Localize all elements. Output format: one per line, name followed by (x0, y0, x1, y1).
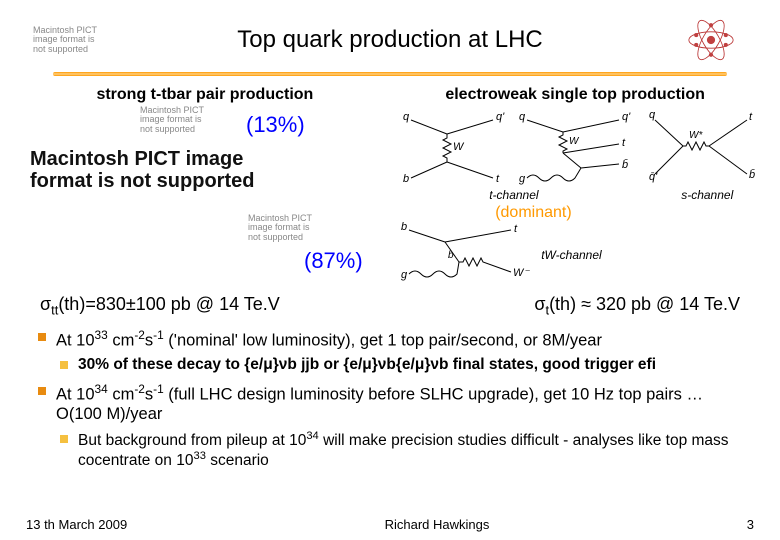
pict-placeholder-small: Macintosh PICT image format is not suppo… (140, 106, 212, 134)
footer-author: Richard Hawkings (385, 517, 490, 532)
svg-text:g: g (519, 173, 526, 185)
equation-right: σt(th) ≈ 320 pb @ 14 Te.V (534, 294, 740, 318)
percent-bottom: (87%) (304, 248, 363, 274)
logo-left-placeholder: Macintosh PICT image format is not suppo… (24, 17, 114, 63)
title-underline (53, 72, 726, 76)
svg-text:W⁻: W⁻ (513, 267, 530, 279)
bullet-2-sub: But background from pileup at 1034 will … (38, 430, 742, 470)
percent-top: (13%) (246, 112, 305, 138)
svg-text:q: q (649, 109, 656, 121)
feynman-diagram-group: q q' W b t q q' t (397, 108, 750, 278)
svg-text:q': q' (496, 111, 505, 123)
equation-left: σtt(th)=830±100 pb @ 14 Te.V (40, 294, 280, 318)
svg-text:t: t (622, 137, 626, 149)
svg-text:W: W (569, 136, 580, 147)
svg-text:W: W (453, 141, 465, 153)
bullet-square-icon (38, 333, 46, 341)
bullet-square-icon (60, 435, 68, 443)
pict-placeholder-text: Macintosh PICT image format is not suppo… (33, 26, 105, 54)
slide-title: Top quark production at LHC (114, 26, 666, 54)
right-column: q q' W b t q q' t (397, 108, 750, 286)
feynman-tw-channel: b t b g W⁻ (401, 220, 531, 284)
svg-text:g: g (401, 269, 408, 281)
bullet-1: At 1033 cm-2s-1 ('nominal' low luminosit… (38, 328, 742, 351)
svg-text:t: t (514, 223, 518, 235)
left-column: Macintosh PICT image format is not suppo… (30, 108, 383, 286)
bullet-1-sub: 30% of these decay to {e/μ}νb jjb or {e/… (38, 356, 742, 374)
s-channel-label: s-channel (681, 188, 733, 202)
feynman-s-channel: q q̄' W* t b̄ (649, 108, 759, 190)
pict-placeholder-small-2: Macintosh PICT image format is not suppo… (248, 214, 320, 242)
svg-text:b̄: b̄ (749, 168, 755, 181)
footer-date: 13 th March 2009 (26, 517, 127, 532)
footer-page-number: 3 (747, 517, 754, 532)
feynman-t-channel-2: q q' t b̄ g W (519, 108, 637, 190)
tw-channel-label: tW-channel (541, 248, 601, 262)
svg-text:q: q (519, 111, 526, 123)
svg-text:q: q (403, 111, 410, 123)
subhead-right: electroweak single top production (404, 86, 746, 104)
atlas-logo (666, 17, 756, 63)
bullet-2: At 1034 cm-2s-1 (full LHC design luminos… (38, 382, 742, 424)
bullet-square-icon (38, 387, 46, 395)
subhead-left: strong t-tbar pair production (34, 86, 376, 104)
svg-text:t: t (749, 111, 753, 123)
svg-text:q̄': q̄' (649, 171, 658, 183)
svg-text:b̄: b̄ (622, 158, 628, 171)
pict-placeholder-large: Macintosh PICT image format is not suppo… (30, 148, 290, 192)
feynman-t-channel-1: q q' W b t (401, 108, 509, 190)
svg-text:b: b (448, 250, 454, 261)
svg-text:t: t (496, 173, 500, 185)
svg-text:b: b (403, 173, 409, 185)
svg-text:q': q' (622, 111, 631, 123)
bullet-square-icon (60, 361, 68, 369)
svg-text:b: b (401, 221, 407, 233)
t-channel-label: t-channel (489, 188, 538, 202)
svg-text:W*: W* (689, 130, 703, 141)
